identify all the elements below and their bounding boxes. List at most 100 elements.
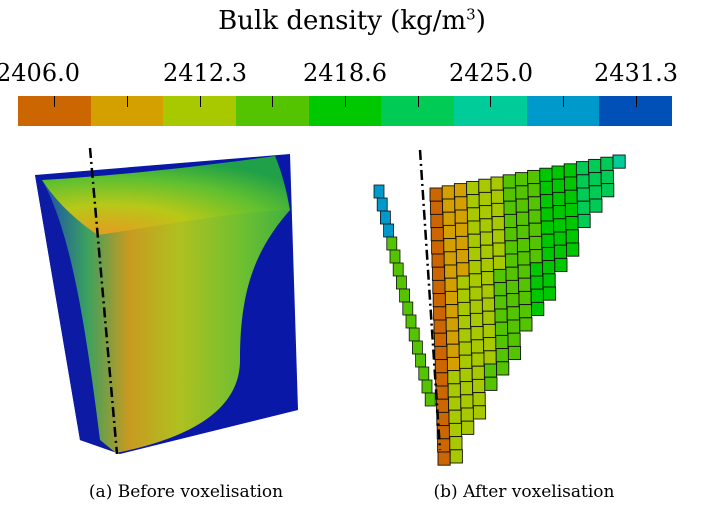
panel-b-voxel-render bbox=[373, 149, 626, 466]
caption-a: (a) Before voxelisation bbox=[88, 482, 284, 502]
voxel-cell bbox=[483, 350, 497, 365]
voxel-cell bbox=[469, 286, 483, 301]
voxel-cell bbox=[444, 290, 459, 306]
voxel-cell bbox=[459, 381, 474, 396]
voxel-cell bbox=[456, 275, 470, 290]
voxel-cell bbox=[472, 378, 486, 394]
voxel-cell bbox=[480, 244, 494, 259]
voxel-cell bbox=[518, 277, 532, 292]
voxel-cell bbox=[433, 306, 447, 321]
voxel-cell bbox=[564, 176, 578, 191]
voxel-cell bbox=[492, 242, 506, 257]
voxel-cell bbox=[496, 361, 510, 376]
voxel-cell bbox=[379, 210, 391, 225]
voxel-cell bbox=[507, 345, 522, 361]
voxel-cell bbox=[481, 297, 496, 312]
voxel-cell bbox=[495, 334, 509, 350]
voxel-cell bbox=[479, 205, 493, 220]
voxel-cell bbox=[466, 207, 481, 222]
voxel-cell bbox=[480, 257, 494, 273]
voxel-cell bbox=[472, 405, 487, 420]
colorbar-tick bbox=[635, 96, 637, 107]
voxel-cell bbox=[577, 213, 591, 229]
voxel-cell bbox=[466, 194, 480, 209]
voxel-cell bbox=[396, 275, 407, 290]
voxel-cell bbox=[540, 207, 554, 222]
voxel-cell bbox=[588, 158, 602, 174]
voxel-cell bbox=[517, 251, 531, 266]
voxel-cell bbox=[443, 238, 457, 253]
voxel-cell bbox=[528, 209, 542, 224]
voxel-cell bbox=[600, 169, 614, 185]
voxel-cell bbox=[601, 183, 615, 198]
voxel-cell bbox=[507, 319, 521, 334]
voxel-cell bbox=[468, 246, 482, 262]
voxel-cell bbox=[505, 253, 519, 268]
colorbar-tick bbox=[417, 96, 419, 107]
axis-line-a bbox=[88, 147, 119, 455]
voxel-cell bbox=[530, 275, 544, 290]
voxel-cell bbox=[454, 209, 468, 224]
voxel-cell bbox=[564, 189, 578, 204]
voxel-cell bbox=[505, 279, 520, 295]
voxel-cell bbox=[449, 436, 463, 451]
colorbar-tick bbox=[199, 96, 201, 107]
voxel-cell bbox=[442, 211, 456, 226]
voxel-cell bbox=[589, 198, 603, 213]
voxel-cell bbox=[442, 198, 456, 213]
voxel-cell bbox=[492, 255, 507, 270]
voxel-cell bbox=[386, 236, 398, 251]
voxel-cell bbox=[447, 370, 461, 385]
voxel-cell bbox=[483, 337, 497, 352]
voxel-cell bbox=[491, 202, 505, 218]
tick-label-5: 2431.3 bbox=[594, 59, 678, 87]
voxel-cell bbox=[446, 330, 460, 345]
voxel-cell bbox=[479, 231, 494, 246]
voxel-cell bbox=[506, 306, 520, 321]
voxel-cell bbox=[515, 198, 529, 213]
voxel-cell bbox=[418, 366, 430, 381]
voxel-cell bbox=[482, 310, 496, 325]
voxel-cell bbox=[448, 409, 462, 424]
voxel-cell bbox=[554, 257, 568, 273]
voxel-cell bbox=[430, 213, 444, 229]
voxel-cell bbox=[565, 216, 579, 231]
voxel-cell bbox=[502, 174, 516, 189]
voxel-cell bbox=[529, 249, 543, 264]
voxel-cell bbox=[445, 317, 459, 332]
voxel-cell bbox=[435, 372, 449, 387]
voxel-cell bbox=[445, 304, 459, 319]
voxel-cell bbox=[495, 348, 509, 363]
voxel-cell bbox=[482, 323, 496, 339]
voxel-cell bbox=[553, 231, 567, 246]
voxel-cell bbox=[588, 172, 602, 187]
voxel-cell bbox=[527, 196, 542, 211]
voxel-cell bbox=[507, 332, 521, 347]
voxel-cell bbox=[457, 301, 471, 317]
voxel-cell bbox=[490, 189, 505, 204]
voxel-cell bbox=[408, 327, 420, 342]
voxel-cell bbox=[383, 223, 395, 238]
colorbar-tick bbox=[563, 96, 564, 107]
voxel-cell bbox=[470, 312, 484, 328]
voxel-cell bbox=[516, 224, 530, 240]
voxel-cell bbox=[516, 238, 531, 253]
voxel-cell bbox=[470, 339, 485, 354]
voxel-cell bbox=[540, 194, 554, 209]
voxel-cell bbox=[542, 273, 556, 288]
voxel-cell bbox=[468, 273, 483, 288]
voxel-cell bbox=[563, 163, 577, 178]
voxel-cell bbox=[433, 319, 447, 334]
voxel-cell bbox=[447, 383, 461, 398]
voxel-cell bbox=[424, 392, 436, 407]
voxel-cell bbox=[453, 183, 468, 198]
voxel-cell bbox=[492, 229, 506, 244]
voxel-cell bbox=[494, 308, 508, 323]
voxel-cell bbox=[588, 185, 603, 200]
voxel-cell bbox=[600, 156, 614, 171]
voxel-cell bbox=[541, 246, 555, 262]
voxel-cell bbox=[518, 290, 532, 306]
voxel-cell bbox=[459, 354, 473, 369]
voxel-cell bbox=[494, 321, 509, 336]
colorbar-tick bbox=[272, 96, 274, 107]
